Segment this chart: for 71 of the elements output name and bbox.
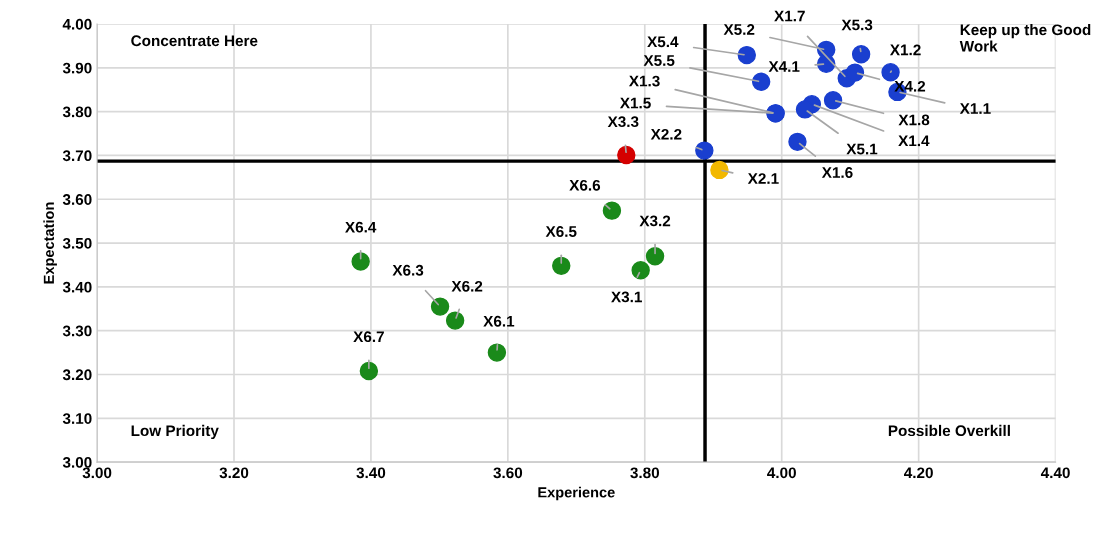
x-tick-label: 4.40 [1040, 467, 1070, 479]
point [851, 45, 871, 64]
data-label: X6.6 [569, 179, 601, 191]
y-tick-label: 3.80 [62, 106, 92, 118]
point [430, 297, 450, 316]
point [751, 72, 771, 92]
data-label: X3.2 [639, 215, 671, 227]
point [710, 160, 729, 180]
x-tick-label: 4.00 [767, 467, 796, 479]
y-tick-label: 3.30 [62, 325, 92, 337]
point [359, 361, 379, 381]
x-tick-label: 3.80 [630, 467, 660, 479]
point [737, 45, 756, 65]
data-label: X6.5 [545, 226, 577, 237]
point [631, 261, 650, 280]
data-label: X5.3 [841, 19, 873, 31]
data-label: X1.8 [898, 114, 930, 126]
data-label: X1.2 [889, 44, 921, 56]
y-tick-label: 4.00 [62, 18, 92, 30]
x-tick-label: 4.20 [904, 467, 933, 479]
annotation: Keep up the Good Work [959, 23, 1091, 52]
point [617, 145, 636, 165]
x-tick-label: 3.20 [219, 467, 249, 479]
data-label: X5.4 [647, 36, 679, 48]
y-tick-label: 3.90 [62, 62, 92, 74]
point [645, 246, 665, 266]
point [552, 256, 571, 276]
point [788, 132, 807, 152]
point [487, 343, 507, 362]
data-label: X5.5 [643, 55, 675, 66]
data-label: X5.2 [723, 24, 755, 35]
data-label: X1.4 [898, 135, 930, 147]
x-tick-label: 3.00 [82, 467, 112, 479]
y-tick-label: 3.50 [62, 237, 92, 249]
point [351, 252, 370, 271]
data-label: X5.1 [846, 143, 878, 155]
point [823, 91, 843, 110]
annotation: Concentrate Here [131, 35, 258, 47]
annotation: Possible Overkill [888, 424, 1010, 437]
x-axis-title: Experience [538, 486, 615, 501]
data-label: X1.3 [628, 75, 660, 87]
y-tick-label: 3.00 [62, 456, 92, 468]
y-tick-label: 3.10 [62, 413, 92, 425]
data-label: X1.7 [774, 10, 805, 22]
data-label: X6.3 [392, 264, 424, 276]
data-label: X6.4 [345, 221, 377, 233]
x-tick-label: 3.40 [356, 467, 386, 479]
data-label: X4.1 [768, 61, 800, 72]
data-label: X3.1 [611, 291, 642, 303]
y-tick-label: 3.20 [62, 369, 92, 381]
y-tick-label: 3.70 [62, 150, 92, 162]
y-axis-title: Expectation [43, 202, 57, 284]
data-label: X1.6 [821, 167, 853, 178]
point [602, 201, 622, 220]
data-label: X3.3 [607, 116, 639, 128]
data-label: X6.2 [451, 280, 483, 292]
point [445, 311, 465, 330]
data-label: X1.5 [619, 97, 651, 109]
point [695, 141, 714, 160]
data-label: X1.1 [959, 103, 991, 114]
annotation: Low Priority [131, 424, 219, 440]
point [845, 63, 865, 82]
y-tick-label: 3.60 [62, 194, 92, 205]
x-tick-label: 3.60 [493, 467, 523, 479]
data-label: X2.2 [650, 128, 682, 140]
point [881, 62, 900, 82]
data-label: X2.1 [747, 173, 779, 184]
data-label: X6.7 [353, 331, 384, 343]
data-label: X6.1 [483, 315, 515, 327]
y-tick-label: 3.40 [62, 281, 92, 293]
point [795, 100, 815, 119]
